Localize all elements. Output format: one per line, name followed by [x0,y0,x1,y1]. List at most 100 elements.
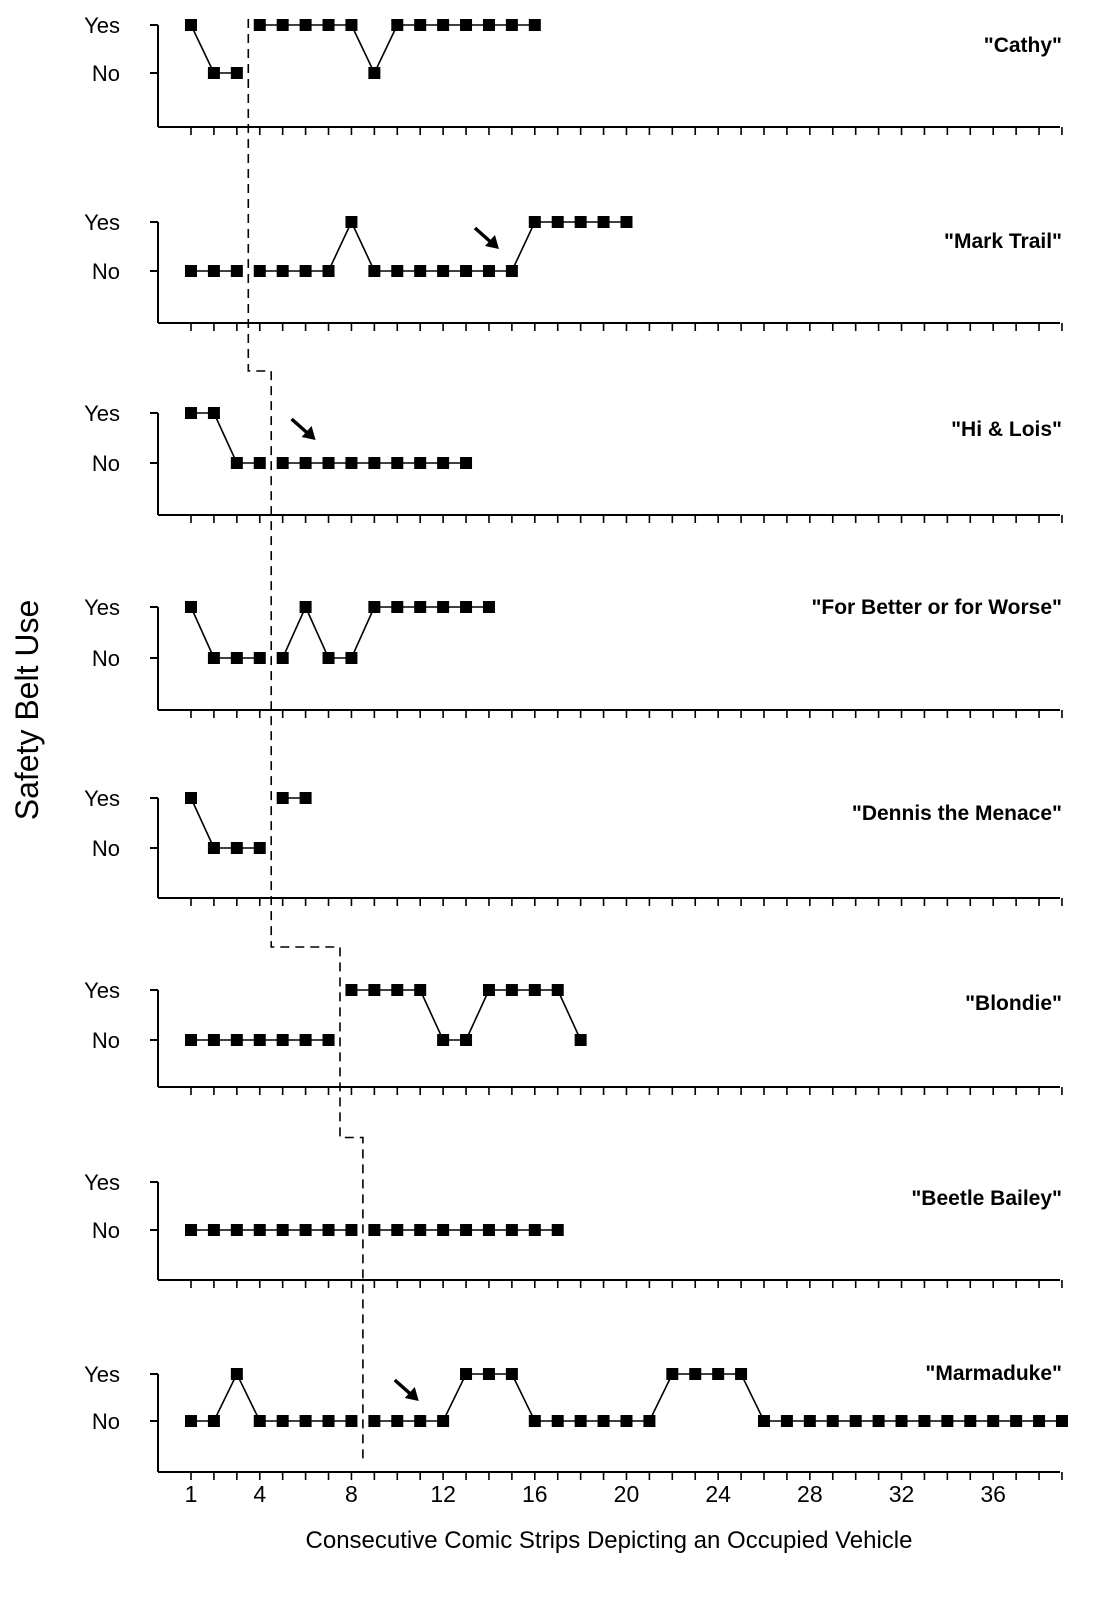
data-point [551,1415,564,1427]
series-segment [465,989,490,1041]
data-point [597,216,610,228]
data-point [460,1034,473,1046]
x-tick-label: 1 [185,1481,198,1507]
data-point [230,67,243,79]
data-point [414,601,427,613]
data-point [1010,1415,1023,1427]
data-point [368,1415,381,1427]
series-segment [350,24,376,74]
arrow-icon [393,1378,419,1401]
y-label-yes: Yes [84,210,120,235]
panel-title: "Beetle Bailey" [911,1187,1062,1210]
panel-title: "Mark Trail" [944,230,1062,253]
data-point [941,1415,954,1427]
data-point [414,457,427,469]
data-point [574,1415,587,1427]
data-point [253,1415,266,1427]
series-segment [511,1373,536,1422]
data-point [276,19,289,31]
data-point [437,457,450,469]
data-point [964,1415,977,1427]
data-point [987,1415,1000,1427]
data-point [414,1415,427,1427]
data-point [505,1368,518,1380]
data-point [345,1224,358,1236]
data-point [482,1224,495,1236]
data-point [826,1415,839,1427]
data-point [207,652,220,664]
series-segment [190,797,215,849]
panel-title: "Hi & Lois" [951,418,1062,441]
data-point [391,601,404,613]
series-segment [213,1373,238,1422]
series-segment [213,412,238,464]
data-point [253,652,266,664]
data-point [437,1224,450,1236]
data-point [460,1368,473,1380]
data-point [299,1415,312,1427]
panel-title: "Cathy" [984,34,1062,57]
x-tick-label: 4 [253,1481,266,1507]
series-segment [648,1373,674,1422]
data-point [414,1224,427,1236]
data-point [528,1415,541,1427]
data-point [1033,1415,1046,1427]
panel: Yes No "Beetle Bailey" [84,1170,1063,1288]
data-point [230,1034,243,1046]
panel: Yes No "For Better or for Worse" [84,595,1063,718]
data-point [368,984,381,996]
data-point [780,1415,793,1427]
data-point [230,1224,243,1236]
data-point [505,19,518,31]
data-point [482,984,495,996]
data-point [230,652,243,664]
data-point [460,265,473,277]
series-segment [373,24,399,74]
x-tick-label: 24 [705,1481,731,1507]
data-point [345,652,358,664]
data-point [368,1224,381,1236]
data-point [322,457,335,469]
data-point [437,19,450,31]
data-point [299,792,312,804]
y-label-yes: Yes [84,1170,120,1195]
data-point [345,457,358,469]
series-segment [190,24,215,74]
data-point [528,216,541,228]
data-point [207,1415,220,1427]
data-point [482,19,495,31]
data-point [322,265,335,277]
data-point [437,265,450,277]
data-point [666,1368,679,1380]
x-tick-label: 12 [430,1481,456,1507]
data-point [391,19,404,31]
data-point [460,1224,473,1236]
x-tick-label: 20 [614,1481,640,1507]
y-label-yes: Yes [84,978,120,1003]
x-tick-label: 8 [345,1481,358,1507]
data-point [322,1034,335,1046]
arrow-icon [290,417,316,440]
data-point [276,265,289,277]
series-segment [327,221,353,272]
data-point [505,1224,518,1236]
data-point [803,1415,816,1427]
data-point [207,265,220,277]
data-point [253,457,266,469]
panel-title: "Blondie" [965,992,1062,1015]
data-point [735,1368,748,1380]
data-point [437,1415,450,1427]
data-point [368,457,381,469]
y-label-yes: Yes [84,401,120,426]
data-point [528,984,541,996]
panel: Yes No "Blondie" [84,978,1063,1095]
data-point [276,1415,289,1427]
series-segment [350,221,376,272]
data-point [368,265,381,277]
data-point [185,1415,197,1427]
x-tick-label: 36 [980,1481,1006,1507]
data-point [253,842,266,854]
series-segment [236,1373,261,1422]
y-label-no: No [92,646,120,671]
